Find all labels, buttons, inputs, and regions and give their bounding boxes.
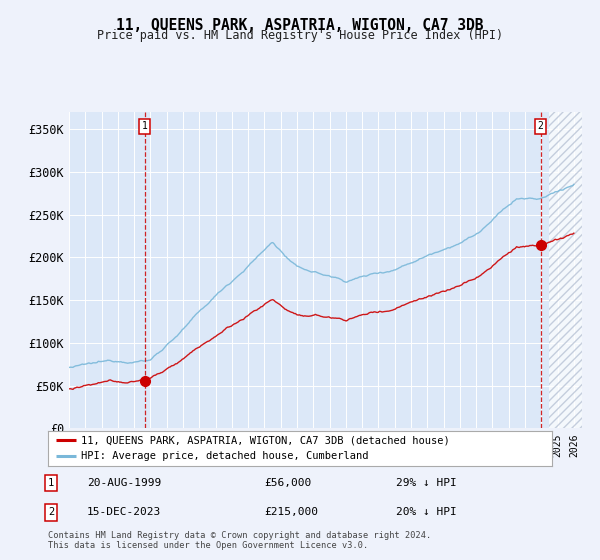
Text: £215,000: £215,000 (264, 507, 318, 517)
Text: 29% ↓ HPI: 29% ↓ HPI (396, 478, 457, 488)
Text: Contains HM Land Registry data © Crown copyright and database right 2024.
This d: Contains HM Land Registry data © Crown c… (48, 530, 431, 550)
Text: 1: 1 (142, 122, 148, 132)
Text: 11, QUEENS PARK, ASPATRIA, WIGTON, CA7 3DB: 11, QUEENS PARK, ASPATRIA, WIGTON, CA7 3… (116, 18, 484, 33)
Text: Price paid vs. HM Land Registry's House Price Index (HPI): Price paid vs. HM Land Registry's House … (97, 29, 503, 42)
Text: HPI: Average price, detached house, Cumberland: HPI: Average price, detached house, Cumb… (81, 451, 368, 461)
Text: 1: 1 (48, 478, 54, 488)
Text: 20-AUG-1999: 20-AUG-1999 (87, 478, 161, 488)
Text: 20% ↓ HPI: 20% ↓ HPI (396, 507, 457, 517)
Text: 11, QUEENS PARK, ASPATRIA, WIGTON, CA7 3DB (detached house): 11, QUEENS PARK, ASPATRIA, WIGTON, CA7 3… (81, 435, 449, 445)
Text: 2: 2 (48, 507, 54, 517)
Text: 15-DEC-2023: 15-DEC-2023 (87, 507, 161, 517)
Text: 2: 2 (538, 122, 544, 132)
Text: £56,000: £56,000 (264, 478, 311, 488)
